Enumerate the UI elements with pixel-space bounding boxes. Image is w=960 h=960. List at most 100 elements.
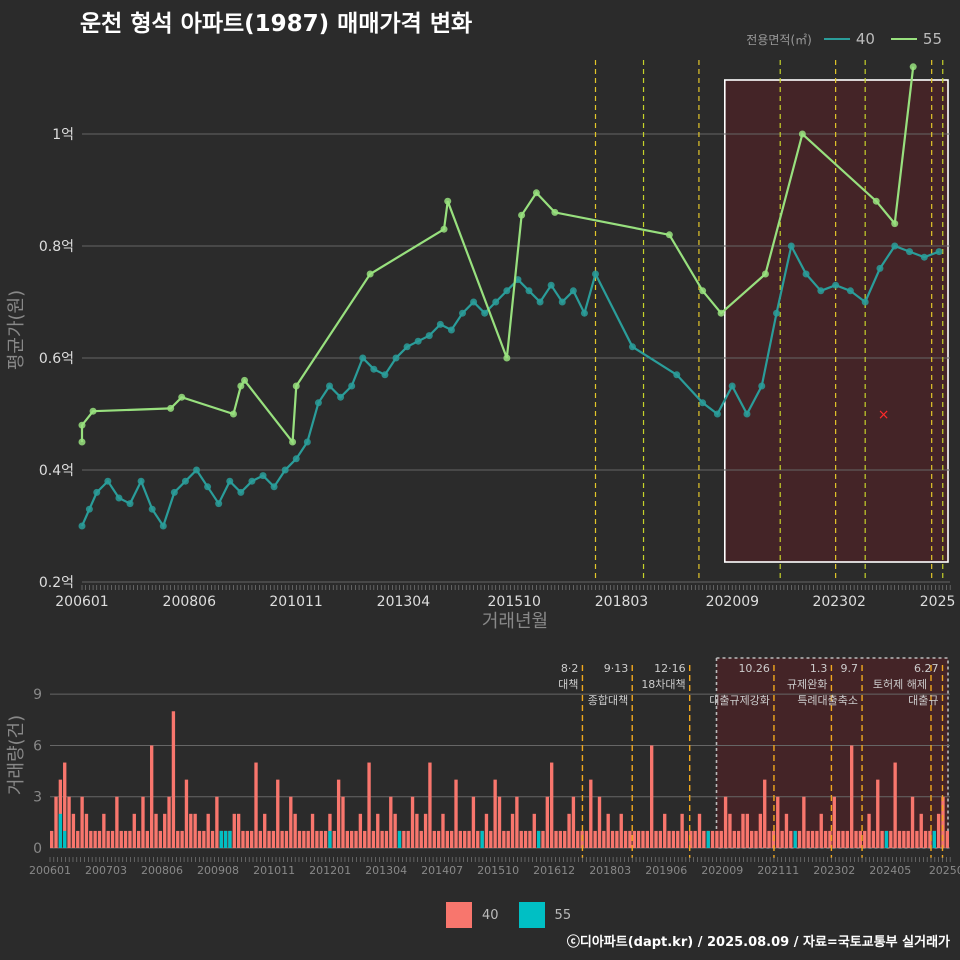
bar-40 bbox=[358, 813, 363, 848]
bar-40 bbox=[632, 830, 636, 848]
y-tick-label: 0.6억 bbox=[39, 351, 74, 367]
bar-40 bbox=[689, 830, 693, 848]
series-point-40 bbox=[326, 382, 334, 390]
bar-40 bbox=[723, 796, 728, 848]
bar-40 bbox=[510, 813, 515, 848]
bar-55 bbox=[58, 813, 63, 848]
bar-40 bbox=[363, 830, 367, 848]
bar-40 bbox=[754, 830, 758, 848]
policy-date: 1.3 bbox=[810, 662, 828, 675]
legend-bottom-label-40: 40 bbox=[482, 907, 499, 923]
series-point-40 bbox=[558, 298, 566, 306]
series-point-55 bbox=[717, 309, 725, 317]
legend-bottom: 40 55 bbox=[446, 902, 571, 928]
policy-label: 특례대출축소 bbox=[797, 694, 858, 707]
series-point-40 bbox=[673, 371, 681, 379]
bar-40 bbox=[241, 830, 245, 848]
bar-40 bbox=[106, 830, 110, 848]
bar-x-tick-label: 200703 bbox=[85, 864, 127, 877]
series-point-40 bbox=[403, 343, 411, 351]
series-point-40 bbox=[817, 287, 825, 295]
series-point-40 bbox=[126, 500, 134, 508]
series-point-55 bbox=[551, 208, 559, 216]
bar-40 bbox=[141, 796, 145, 848]
bar-40 bbox=[263, 813, 267, 848]
series-point-40 bbox=[78, 522, 86, 530]
bar-40 bbox=[323, 830, 328, 848]
bar-40 bbox=[880, 830, 884, 848]
bar-40 bbox=[610, 830, 615, 848]
bar-40 bbox=[897, 830, 902, 848]
bar-40 bbox=[763, 779, 767, 848]
series-point-55 bbox=[289, 438, 297, 446]
series-point-40 bbox=[193, 466, 201, 474]
series-point-40 bbox=[876, 264, 884, 272]
bar-40 bbox=[315, 830, 319, 848]
bar-40 bbox=[410, 796, 415, 848]
bar-40 bbox=[832, 796, 836, 848]
bar-40 bbox=[310, 813, 315, 848]
bar-40 bbox=[702, 830, 706, 848]
series-point-40 bbox=[181, 477, 189, 485]
policy-label: 토허제 해제 bbox=[873, 677, 927, 691]
y-tick-label: 0.4억 bbox=[39, 463, 74, 479]
bar-40 bbox=[271, 830, 276, 848]
bar-40 bbox=[515, 796, 519, 848]
bar-40 bbox=[641, 830, 645, 848]
legend-swatch-55 bbox=[890, 38, 917, 40]
bar-40 bbox=[628, 830, 632, 848]
bar-40 bbox=[336, 779, 341, 848]
bar-40 bbox=[623, 830, 628, 848]
bar-40 bbox=[571, 796, 576, 848]
bar-x-tick-label: 201612 bbox=[533, 864, 575, 877]
bar-40 bbox=[810, 830, 815, 848]
series-point-55 bbox=[532, 189, 540, 197]
bar-40 bbox=[163, 813, 167, 848]
bar-x-tick-label: 200601 bbox=[29, 864, 71, 877]
series-point-40 bbox=[392, 354, 400, 362]
bar-40 bbox=[750, 830, 754, 848]
bar-40 bbox=[167, 796, 171, 848]
bar-40 bbox=[563, 830, 567, 848]
bar-40 bbox=[123, 830, 128, 848]
footer-credit: ⓒ디아파트(dapt.kr) / 2025.08.09 / 자료=국토교통부 실… bbox=[566, 935, 950, 950]
series-point-40 bbox=[592, 270, 600, 278]
series-point-55 bbox=[241, 376, 249, 384]
bar-40 bbox=[928, 830, 932, 848]
red-x-marker: × bbox=[878, 407, 890, 423]
bar-40 bbox=[132, 813, 136, 848]
bar-40 bbox=[202, 830, 206, 848]
bar-40 bbox=[871, 830, 876, 848]
series-point-40 bbox=[547, 281, 555, 289]
series-point-55 bbox=[89, 407, 97, 415]
bar-40 bbox=[306, 830, 310, 848]
bar-40 bbox=[658, 830, 663, 848]
series-point-55 bbox=[167, 404, 175, 412]
series-point-55 bbox=[798, 130, 806, 138]
series-point-55 bbox=[292, 382, 300, 390]
legend-bottom-label-55: 55 bbox=[554, 907, 572, 923]
bar-40 bbox=[102, 813, 106, 848]
series-point-40 bbox=[787, 242, 795, 250]
bar-40 bbox=[210, 830, 215, 848]
series-point-40 bbox=[481, 309, 489, 317]
bar-40 bbox=[789, 830, 793, 848]
bar-40 bbox=[841, 830, 845, 848]
bar-40 bbox=[541, 830, 545, 848]
policy-date: 8·2 bbox=[561, 662, 579, 675]
bar-40 bbox=[867, 813, 871, 848]
bar-y-tick-label: 3 bbox=[33, 790, 42, 806]
bar-40 bbox=[450, 830, 454, 848]
bar-40 bbox=[802, 796, 806, 848]
series-point-55 bbox=[872, 197, 880, 205]
bar-x-tick-label: 201201 bbox=[309, 864, 351, 877]
x-tick-label: 202302 bbox=[812, 594, 865, 610]
series-point-40 bbox=[773, 309, 781, 317]
bar-40 bbox=[232, 813, 236, 848]
bar-40 bbox=[919, 813, 923, 848]
bar-40 bbox=[589, 779, 593, 848]
bar-55 bbox=[219, 830, 223, 848]
bar-40 bbox=[502, 830, 506, 848]
bar-40 bbox=[54, 796, 58, 848]
series-point-40 bbox=[370, 365, 378, 373]
